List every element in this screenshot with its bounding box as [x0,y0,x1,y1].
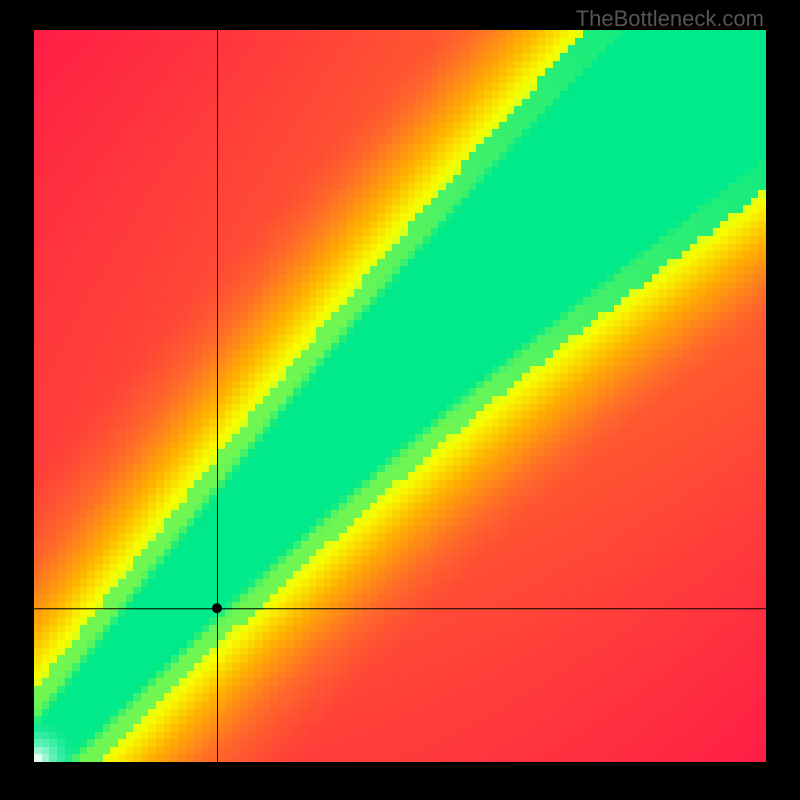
watermark-text: TheBottleneck.com [576,6,764,32]
chart-container: TheBottleneck.com [0,0,800,800]
bottleneck-heatmap [34,30,766,762]
